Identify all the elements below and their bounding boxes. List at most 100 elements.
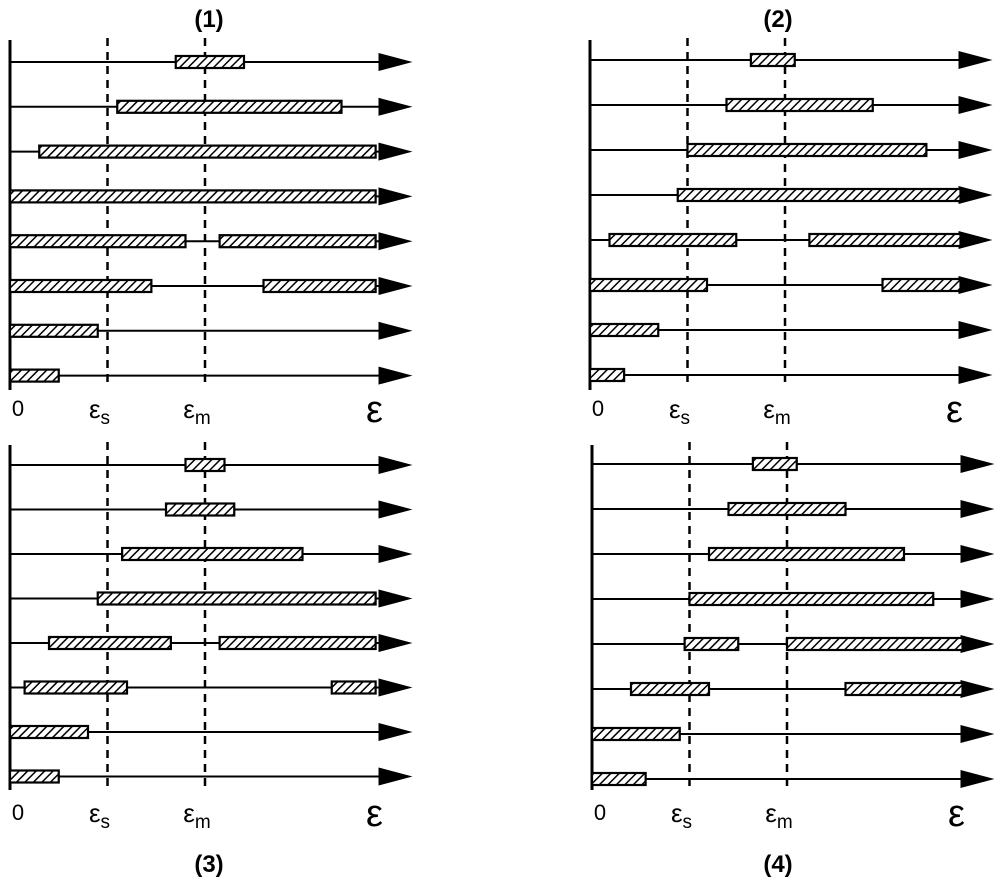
- axis-label-zero: 0: [12, 800, 24, 825]
- hatched-interval: [38, 144, 377, 159]
- arrowhead-icon: [960, 770, 994, 788]
- arrowhead-icon: [378, 767, 413, 786]
- axis-label-eps-s-subscript: s: [683, 812, 693, 833]
- panel-title: (1): [194, 6, 223, 33]
- hatched-interval: [588, 277, 709, 293]
- panel-title: (3): [194, 851, 223, 878]
- row-8: [590, 770, 994, 788]
- axis-label-eps-m: εm: [183, 394, 210, 429]
- row-5: [8, 232, 413, 251]
- hatched-interval: [262, 278, 377, 294]
- panel-1: (1) 0 εs εm ε: [8, 6, 413, 431]
- hatched-interval: [683, 636, 740, 652]
- arrowhead-icon: [378, 142, 413, 161]
- panel-4: (4)0 εs εm ε: [590, 442, 994, 878]
- hatched-interval: [808, 232, 962, 248]
- row-8: [588, 366, 993, 384]
- arrowhead-icon: [378, 678, 413, 697]
- hatched-interval: [608, 232, 738, 248]
- axis-label-eps-m: εm: [765, 798, 792, 833]
- axis-label-eps-m-subscript: m: [195, 812, 211, 833]
- hatched-interval: [47, 635, 172, 651]
- hatched-interval: [218, 234, 377, 249]
- row-1: [592, 455, 994, 473]
- row-7: [590, 725, 994, 743]
- row-3: [10, 545, 413, 563]
- arrowhead-icon: [378, 545, 413, 563]
- arrowhead-icon: [958, 51, 993, 69]
- hatched-interval: [184, 457, 226, 473]
- axis-label-eps-s-subscript: s: [101, 812, 111, 833]
- arrowhead-icon: [378, 53, 413, 71]
- row-5: [10, 634, 413, 652]
- row-6: [10, 678, 413, 697]
- axis-label-eps-s-symbol: ε: [671, 798, 683, 828]
- hatched-interval: [749, 52, 796, 68]
- arrowhead-icon: [960, 590, 994, 608]
- hatched-interval: [8, 769, 60, 784]
- arrowhead-icon: [378, 97, 413, 116]
- arrowhead-icon: [958, 321, 993, 339]
- hatched-interval: [725, 97, 874, 113]
- hatched-interval: [676, 187, 962, 203]
- hatched-interval: [727, 501, 847, 517]
- row-2: [592, 500, 994, 518]
- panel-3: (3)0 εs εm ε: [8, 442, 413, 878]
- hatched-interval: [8, 368, 60, 383]
- axis-label-eps-s-subscript: s: [101, 408, 111, 429]
- row-6: [592, 680, 994, 698]
- row-8: [8, 366, 413, 385]
- hatched-interval: [8, 724, 90, 740]
- hatched-interval: [121, 546, 304, 562]
- axis-label-eps-s: εs: [669, 394, 690, 429]
- axis-label-epsilon: ε: [366, 389, 383, 431]
- arrowhead-icon: [378, 321, 413, 340]
- arrowhead-icon: [960, 545, 994, 563]
- panel-title: (2): [763, 6, 792, 33]
- row-4: [590, 186, 993, 204]
- axis-label-zero: 0: [592, 396, 604, 421]
- axis-label-eps-m-subscript: m: [775, 408, 791, 429]
- row-1: [10, 456, 413, 474]
- row-5: [592, 635, 994, 653]
- hatched-interval: [8, 234, 187, 249]
- arrowhead-icon: [958, 231, 993, 249]
- arrowhead-icon: [958, 96, 993, 114]
- hatched-interval: [8, 189, 377, 204]
- hatched-interval: [588, 367, 626, 383]
- panel-title: (4): [763, 851, 792, 878]
- axis-label-epsilon: ε: [946, 389, 963, 431]
- arrowhead-icon: [378, 589, 413, 608]
- hatched-interval: [590, 771, 647, 787]
- arrowhead-icon: [960, 635, 994, 653]
- axis-label-eps-m-symbol: ε: [765, 798, 777, 828]
- arrowhead-icon: [958, 366, 993, 384]
- axis-label-epsilon: ε: [366, 793, 383, 835]
- axis-label-eps-m: εm: [183, 798, 210, 833]
- hatched-interval: [688, 591, 935, 607]
- axis-label-zero: 0: [12, 396, 24, 421]
- axis-label-eps-s: εs: [89, 394, 110, 429]
- axis-label-eps-s-symbol: ε: [89, 798, 101, 828]
- arrowhead-icon: [378, 277, 413, 295]
- axis-label-zero: 0: [594, 800, 606, 825]
- hatched-interval: [881, 277, 962, 293]
- row-2: [10, 500, 413, 519]
- arrowhead-icon: [378, 232, 413, 251]
- hatched-interval: [751, 456, 798, 472]
- hatched-interval: [174, 54, 246, 70]
- hatched-interval: [330, 680, 377, 695]
- row-1: [10, 53, 413, 71]
- row-2: [10, 97, 413, 116]
- hatched-interval: [686, 142, 928, 158]
- panel-2: (2)0 εs εm ε: [588, 6, 993, 431]
- row-3: [590, 141, 993, 159]
- hatched-interval: [218, 635, 377, 651]
- axis-label-eps-m-subscript: m: [195, 408, 211, 429]
- hatched-interval: [588, 322, 660, 338]
- arrowhead-icon: [958, 276, 993, 294]
- hatched-interval: [116, 99, 343, 114]
- arrowhead-icon: [960, 725, 994, 743]
- hatched-interval: [629, 681, 711, 697]
- arrowhead-icon: [958, 141, 993, 159]
